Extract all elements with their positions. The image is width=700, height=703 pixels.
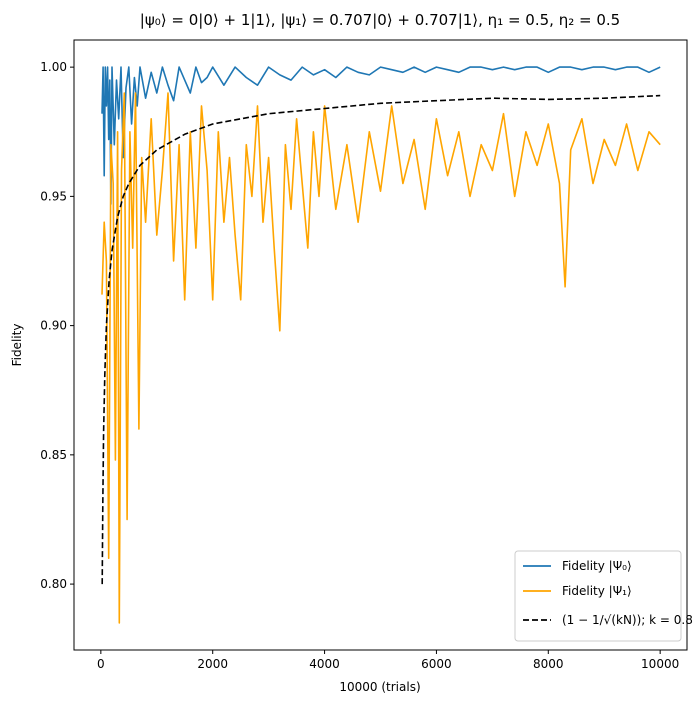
x-tick-label: 2000 — [197, 657, 228, 671]
legend-label-psi0: Fidelity |Ψ₀⟩ — [562, 559, 632, 573]
legend-label-bound: (1 − 1/√(kN)); k = 0.8 — [562, 613, 693, 627]
x-axis-ticks: 0 2000 4000 6000 8000 10000 — [97, 650, 679, 671]
y-tick-label: 0.90 — [40, 319, 67, 333]
y-axis-ticks: 0.80 0.85 0.90 0.95 1.00 — [40, 60, 74, 591]
series-line-1 — [102, 93, 660, 623]
y-tick-label: 0.85 — [40, 448, 67, 462]
x-tick-label: 6000 — [421, 657, 452, 671]
series-layer — [102, 67, 660, 623]
y-tick-label: 0.95 — [40, 189, 67, 203]
x-tick-label: 4000 — [309, 657, 340, 671]
y-tick-label: 1.00 — [40, 60, 67, 74]
y-tick-label: 0.80 — [40, 577, 67, 591]
x-tick-label: 0 — [97, 657, 105, 671]
chart-title: |ψ₀⟩ = 0|0⟩ + 1|1⟩, |ψ₁⟩ = 0.707|0⟩ + 0.… — [140, 11, 620, 29]
legend-label-psi1: Fidelity |Ψ₁⟩ — [562, 584, 632, 598]
legend: Fidelity |Ψ₀⟩ Fidelity |Ψ₁⟩ (1 − 1/√(kN)… — [515, 551, 693, 641]
x-tick-label: 10000 — [641, 657, 679, 671]
x-tick-label: 8000 — [533, 657, 564, 671]
series-line-2 — [102, 96, 660, 584]
x-axis-label: 10000 (trials) — [339, 680, 420, 694]
y-axis-label: Fidelity — [10, 324, 24, 367]
